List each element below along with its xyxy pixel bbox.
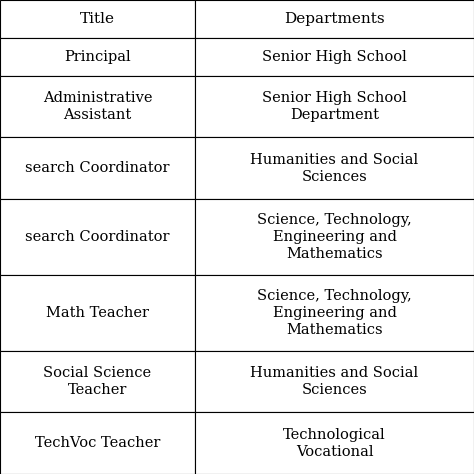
Text: search Coordinator: search Coordinator <box>25 161 170 175</box>
Text: Science, Technology,
Engineering and
Mathematics: Science, Technology, Engineering and Mat… <box>257 213 412 261</box>
Text: Administrative
Assistant: Administrative Assistant <box>43 91 152 122</box>
Bar <box>195 137 474 199</box>
Bar <box>195 412 474 474</box>
Bar <box>0 76 195 137</box>
Text: TechVoc Teacher: TechVoc Teacher <box>35 436 160 450</box>
Text: Science, Technology,
Engineering and
Mathematics: Science, Technology, Engineering and Mat… <box>257 289 412 337</box>
Bar <box>195 351 474 412</box>
Bar <box>195 275 474 351</box>
Bar <box>0 351 195 412</box>
Text: Principal: Principal <box>64 50 131 64</box>
Text: Humanities and Social
Sciences: Humanities and Social Sciences <box>250 366 419 397</box>
Bar <box>0 412 195 474</box>
Text: Social Science
Teacher: Social Science Teacher <box>44 366 152 397</box>
Bar <box>195 0 474 38</box>
Text: Departments: Departments <box>284 12 385 26</box>
Bar <box>195 38 474 76</box>
Bar <box>0 275 195 351</box>
Text: Technological
Vocational: Technological Vocational <box>283 428 386 459</box>
Text: search Coordinator: search Coordinator <box>25 230 170 244</box>
Bar <box>195 199 474 275</box>
Text: Humanities and Social
Sciences: Humanities and Social Sciences <box>250 153 419 184</box>
Text: Senior High School
Department: Senior High School Department <box>262 91 407 122</box>
Bar <box>0 0 195 38</box>
Bar <box>0 137 195 199</box>
Bar <box>195 76 474 137</box>
Bar <box>0 199 195 275</box>
Text: Title: Title <box>80 12 115 26</box>
Text: Math Teacher: Math Teacher <box>46 306 149 320</box>
Bar <box>0 38 195 76</box>
Text: Senior High School: Senior High School <box>262 50 407 64</box>
